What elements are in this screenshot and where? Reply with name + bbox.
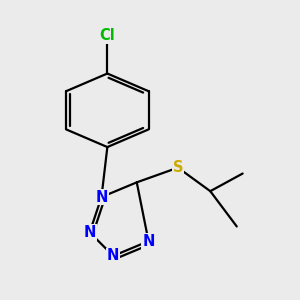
Text: N: N xyxy=(95,190,108,205)
Text: S: S xyxy=(173,160,183,175)
Text: Cl: Cl xyxy=(100,28,115,43)
Text: N: N xyxy=(83,225,96,240)
Text: N: N xyxy=(107,248,119,263)
Text: N: N xyxy=(142,234,155,249)
